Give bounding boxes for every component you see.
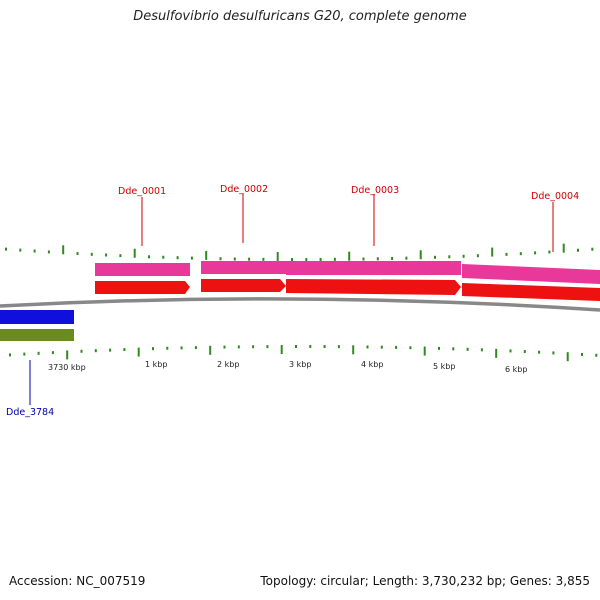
genome-title: Desulfovibrio desulfuricans G20, complet…: [133, 9, 467, 24]
gene-label-dde_0002[interactable]: Dde_0002: [220, 184, 268, 195]
cds-dde_0001[interactable]: [95, 263, 190, 276]
gene-label-dde_0001[interactable]: Dde_0001: [118, 186, 166, 197]
gene-dde_0002[interactable]: [201, 279, 286, 292]
genome-backbone: [0, 297, 600, 312]
scale-label-5kbp: 5 kbp: [433, 362, 455, 371]
gene-label-dde_3784[interactable]: Dde_3784: [6, 407, 54, 418]
scale-label-6kbp: 6 kbp: [505, 365, 527, 374]
gene-label-dde_0004[interactable]: Dde_0004: [531, 191, 579, 202]
accession-text: Accession: NC_007519: [9, 574, 146, 588]
genome-summary-text: Topology: circular; Length: 3,730,232 bp…: [260, 574, 590, 588]
scale-label-1kbp: 1 kbp: [145, 360, 167, 369]
cds-dde_0002[interactable]: [201, 261, 286, 274]
scale-label-3730kbp: 3730 kbp: [48, 363, 86, 372]
gene-dde_0004[interactable]: [462, 283, 600, 301]
scale-label-3kbp: 3 kbp: [289, 360, 311, 369]
scale-ticks: [5, 243, 598, 362]
gene-label-dde_0003[interactable]: Dde_0003: [351, 185, 399, 196]
scale-label-2kbp: 2 kbp: [217, 360, 239, 369]
cds-dde_0004[interactable]: [462, 264, 600, 284]
scale-label-4kbp: 4 kbp: [361, 360, 383, 369]
gene-dde_0001[interactable]: [95, 281, 190, 294]
cds-dde_3784-reverse[interactable]: [0, 329, 74, 341]
gene-dde_0003[interactable]: [286, 279, 461, 295]
cds-dde_0003[interactable]: [286, 261, 461, 275]
gene-dde_3784-reverse[interactable]: [0, 310, 74, 324]
